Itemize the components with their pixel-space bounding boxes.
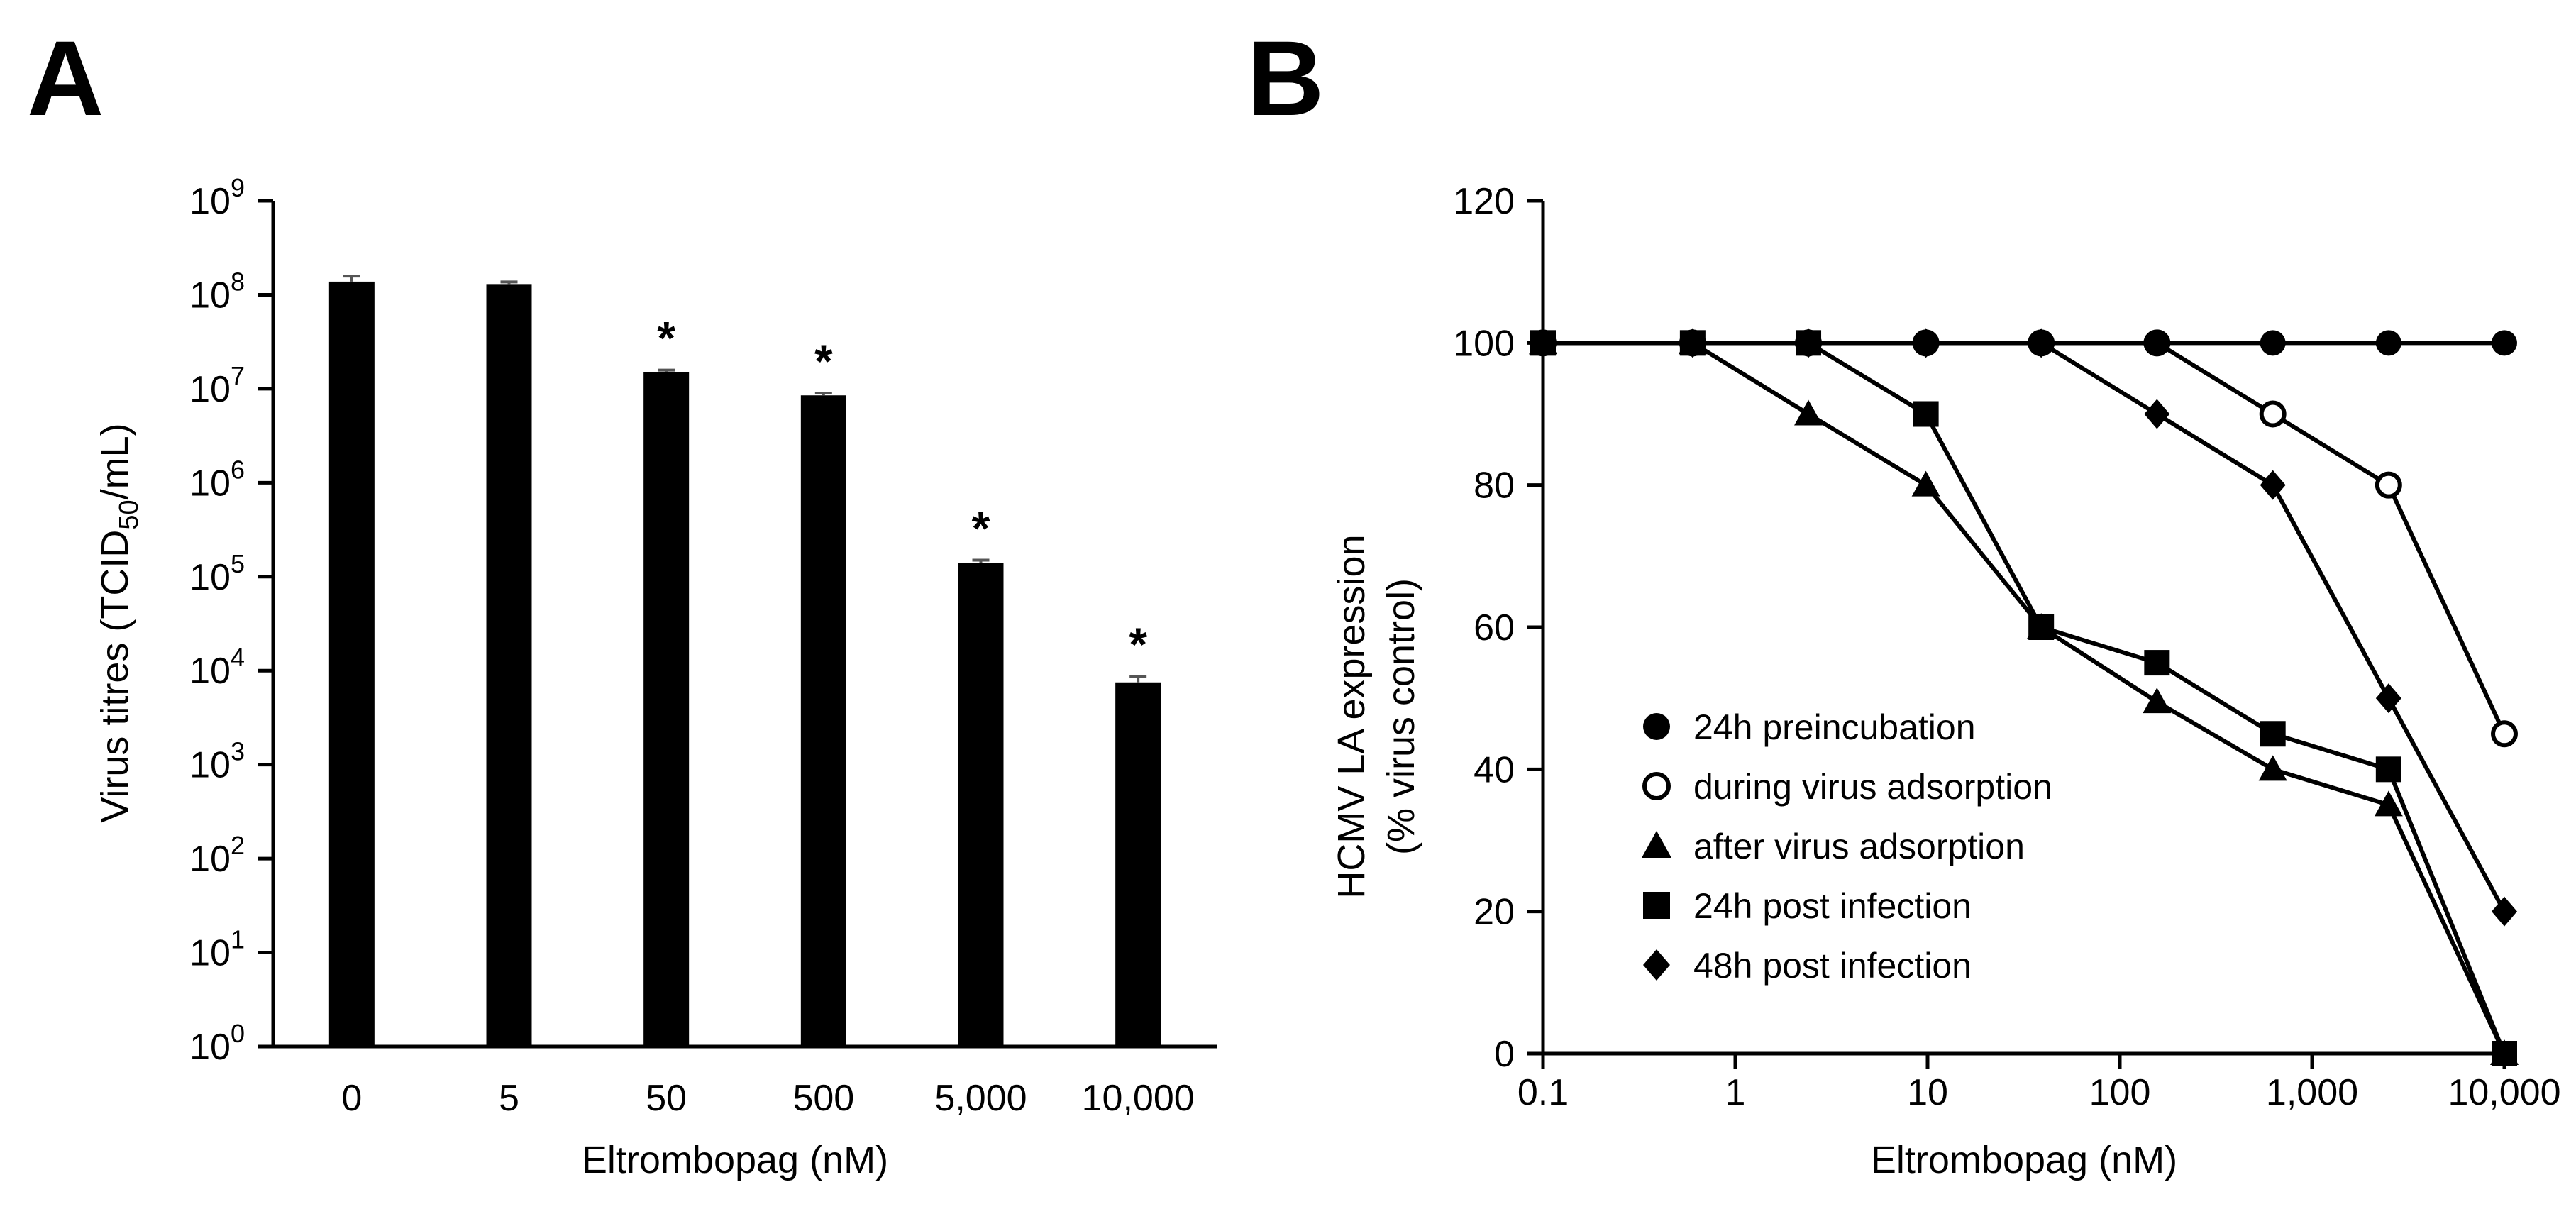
panel-a-y-tick-label: 106 (189, 455, 245, 504)
panel-a-y-axis-title: Virus titres (TCID50/mL) (94, 423, 144, 822)
marker-circle-filled (1530, 330, 1556, 356)
marker-circle-filled (1679, 330, 1706, 356)
series-line-2 (1543, 341, 2506, 1055)
panel-a-y-tick-label: 102 (189, 831, 245, 880)
panel-label-b: B (1247, 18, 1324, 138)
panel-b-y-tick-label: 40 (1474, 749, 1515, 790)
panel-a-x-axis-title: Eltrombopag (nM) (582, 1139, 888, 1181)
marker-triangle (2258, 755, 2287, 781)
legend-label: after virus adsorption (1693, 827, 2025, 866)
panel-b-x-tick-label: 100 (2089, 1072, 2151, 1113)
legend-label: 48h post infection (1693, 946, 1972, 986)
panel-a-x-tick-label: 500 (792, 1078, 854, 1119)
marker-circle-filled (2260, 330, 2286, 356)
marker-circle-filled (1643, 713, 1670, 740)
panel-b-x-tick-label: 10 (1907, 1072, 1948, 1113)
panel-b-x-ticks: 0.1 1 10 100 1,000 10,000 (1518, 1054, 2561, 1113)
panel-a-bar (643, 372, 690, 1047)
marker-diamond (2375, 683, 2401, 714)
panel-a-significance-marker: * (972, 502, 990, 554)
panel-a-bar (328, 281, 375, 1047)
marker-triangle (1911, 470, 1940, 497)
panel-b-y-tick-label: 80 (1474, 465, 1515, 507)
series-line-3 (1543, 341, 2506, 1055)
marker-circle-filled (2144, 330, 2170, 356)
panel-a-bar (958, 563, 1004, 1047)
marker-circle-filled (2028, 330, 2055, 356)
panel-label-a: A (27, 18, 104, 138)
marker-square (2375, 756, 2401, 783)
panel-a-significance-marker: * (657, 312, 675, 365)
panel-a-bar (486, 284, 532, 1047)
marker-circle-open (2259, 400, 2287, 428)
panel-a-y-tick-label: 103 (189, 737, 245, 786)
marker-circle-open (1642, 772, 1671, 800)
panel-a-y-tick-label: 105 (189, 549, 245, 598)
panel-a-x-tick-label: 5 (499, 1078, 519, 1119)
panel-b-y-axis-title-line1: HCMV LA expression (1330, 534, 1373, 898)
marker-square (2144, 650, 2170, 676)
panel-b-y-ticks: 0 20 40 60 80 100 120 (1453, 181, 1543, 1075)
marker-triangle (1794, 399, 1823, 426)
panel-a-x-tick-label: 5,000 (934, 1078, 1027, 1119)
panel-b-legend: 24h preincubation during virus adsorption… (1642, 707, 2052, 986)
marker-diamond (2144, 399, 2170, 429)
panel-a-significance-marker: * (1129, 618, 1147, 670)
panel-a-x-tick-label: 50 (646, 1078, 687, 1119)
marker-square (2260, 721, 2286, 747)
marker-triangle (2027, 613, 2056, 639)
panel-a-y-tick-label: 108 (189, 267, 245, 316)
panel-a-y-tick-label: 107 (189, 361, 245, 410)
panel-b-x-tick-label: 0.1 (1518, 1072, 1569, 1113)
marker-circle-open (2375, 471, 2402, 499)
marker-diamond (2260, 470, 2286, 500)
panel-b-y-tick-label: 60 (1474, 607, 1515, 648)
marker-square (1643, 892, 1670, 919)
marker-diamond (1643, 949, 1670, 981)
panel-a-bar (800, 395, 846, 1047)
marker-circle-filled (1913, 330, 1939, 356)
panel-a-y-tick-label: 101 (189, 925, 245, 974)
panel-b-y-axis-title-line2: (% virus control) (1380, 578, 1422, 855)
panel-a-y-tick-label: 109 (189, 173, 245, 222)
marker-triangle (1642, 831, 1671, 858)
legend-label: 24h post infection (1693, 886, 1972, 926)
panel-b-x-axis-title: Eltrombopag (nM) (1871, 1139, 2177, 1181)
marker-circle-filled (2375, 330, 2401, 356)
legend-label: 24h preincubation (1693, 707, 1976, 747)
panel-b-y-tick-label: 100 (1453, 323, 1515, 364)
panel-a-bar (1115, 682, 1161, 1047)
panel-b-line-chart: 0 20 40 60 80 100 120 0.1 1 10 100 1,000 10,000 24h… (1330, 181, 2561, 1181)
panel-a-x-tick-label: 10,000 (1082, 1078, 1195, 1119)
marker-circle-filled (1796, 330, 1822, 356)
panel-b-axes (1541, 201, 2504, 1056)
panel-b-y-tick-label: 120 (1453, 181, 1515, 222)
panel-a-axes (271, 201, 1217, 1049)
panel-a-y-tick-label: 104 (189, 643, 245, 692)
marker-diamond (2492, 896, 2517, 927)
marker-square (1913, 401, 1939, 427)
panel-a-x-ticks: 0 5 50 500 5,000 10,000 (341, 1078, 1194, 1119)
panel-b-x-tick-label: 10,000 (2448, 1072, 2560, 1113)
legend-label: during virus adsorption (1693, 767, 2052, 807)
panel-a-y-tick-label: 100 (189, 1019, 245, 1068)
panel-a-x-tick-label: 0 (341, 1078, 362, 1119)
marker-triangle (2490, 1039, 2519, 1065)
panel-b-y-tick-label: 0 (1494, 1034, 1515, 1075)
panel-b-series (1529, 328, 2519, 1066)
marker-circle-open (2491, 720, 2518, 748)
marker-triangle (2143, 688, 2172, 714)
panel-b-x-tick-label: 1,000 (2266, 1072, 2358, 1113)
panel-b-y-tick-label: 20 (1474, 892, 1515, 933)
panel-a-significance-marker: * (814, 335, 833, 387)
panel-a-bars: * * * * (328, 275, 1161, 1047)
series-line-1 (1543, 341, 2506, 735)
marker-triangle (2374, 790, 2403, 817)
panel-b-x-tick-label: 1 (1725, 1072, 1746, 1113)
panel-a-y-ticks: 100 101 102 103 104 105 106 107 108 109 (189, 173, 273, 1068)
panel-a-bar-chart: 100 101 102 103 104 105 106 107 108 109 * * * * 0 5 50… (94, 173, 1217, 1181)
marker-circle-filled (2492, 330, 2517, 356)
